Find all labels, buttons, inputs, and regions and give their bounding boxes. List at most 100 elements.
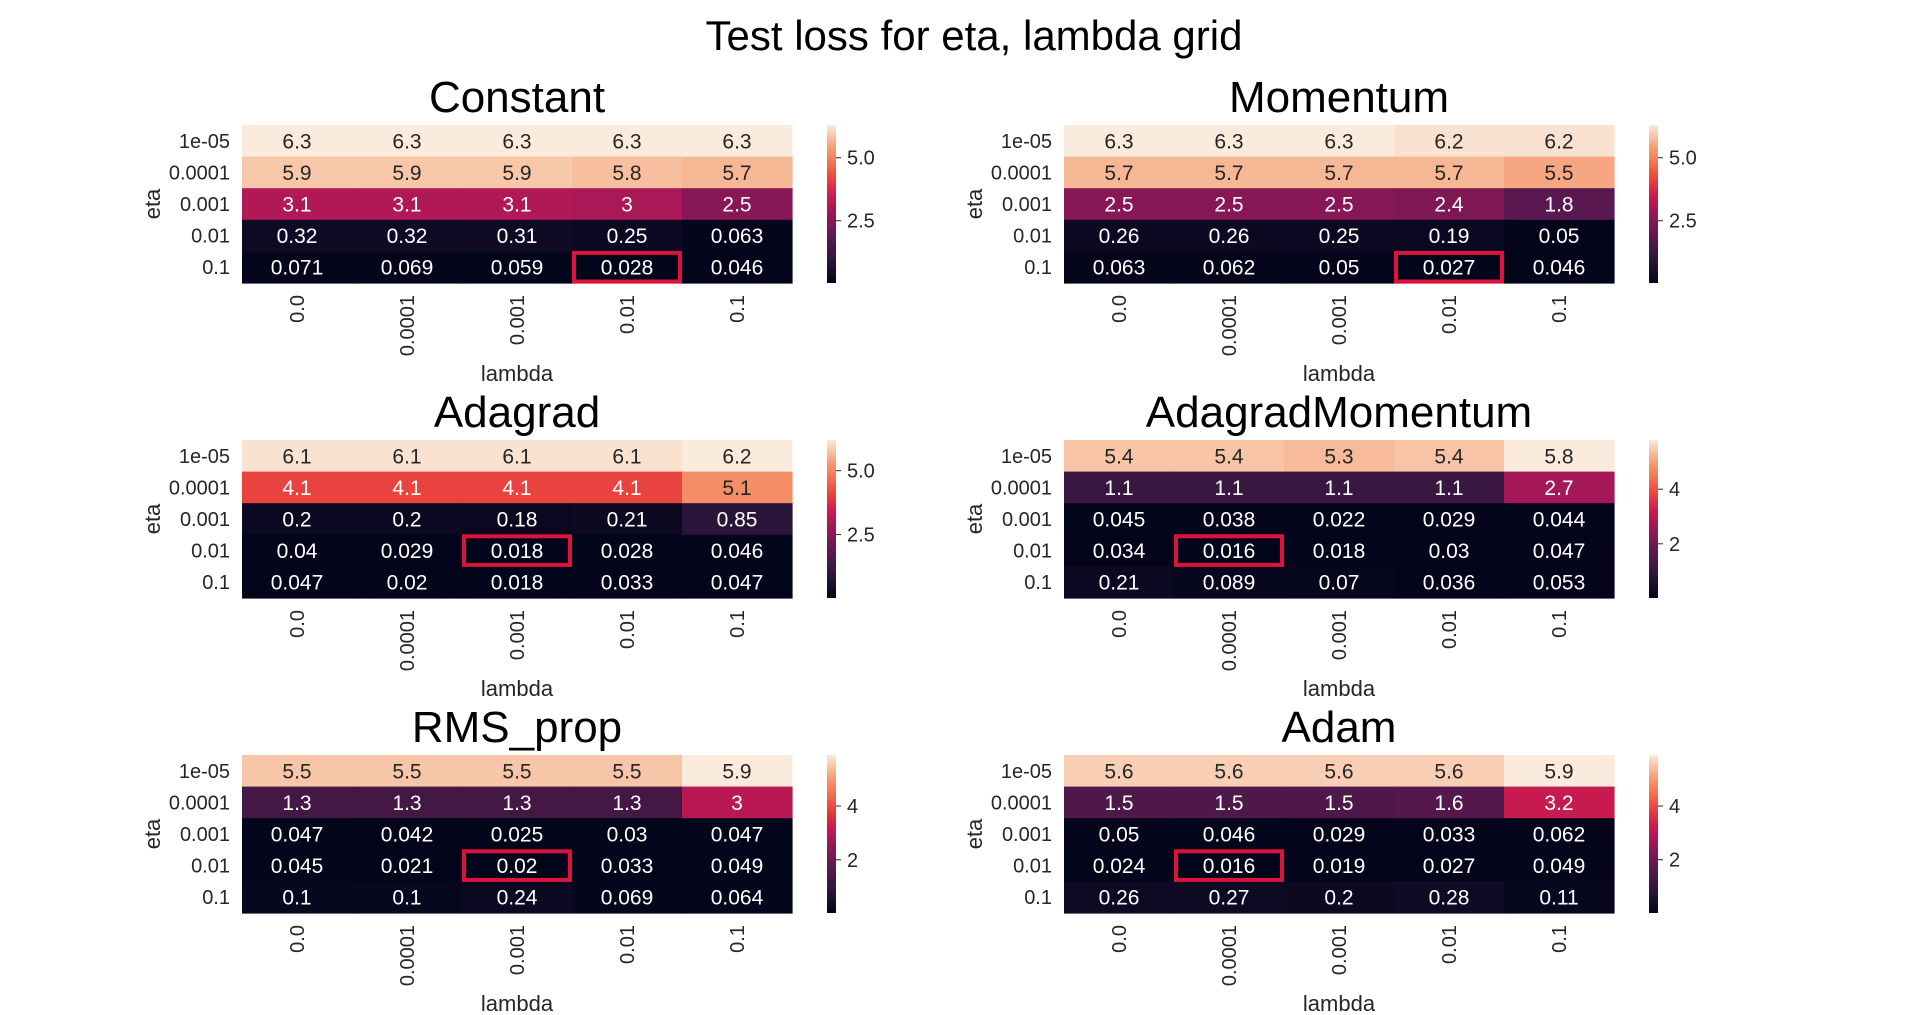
colorbar-tick-label: 4 [847,796,858,818]
y-tick-label: 0.1 [202,257,230,279]
cell-annotation: 1.1 [1324,477,1353,500]
figure-title: Test loss for eta, lambda grid [706,12,1243,59]
heatmap-cell [682,440,793,473]
cell-annotation: 0.022 [1313,509,1366,532]
x-tick-label: 0.0001 [397,610,419,671]
heatmap-cell [1284,440,1395,473]
y-tick-label: 1e-05 [179,761,230,783]
y-tick-label: 0.0001 [991,792,1052,814]
cell-annotation: 0.047 [271,824,324,847]
heatmap-cell [572,125,683,158]
heatmap-cell [352,188,463,221]
heatmap-cell [352,849,463,882]
heatmap-cell [242,881,353,914]
cell-annotation: 6.2 [1544,130,1573,153]
panel-title: AdagradMomentum [1146,388,1532,437]
cell-annotation: 5.5 [392,760,421,783]
cell-annotation: 0.029 [381,540,434,563]
heatmap-cell [242,534,353,567]
heatmap-cell [1394,440,1505,473]
heatmap-cell [462,440,573,473]
cell-annotation: 3.1 [502,194,531,217]
heatmap-cell [1174,566,1285,599]
cell-annotation: 1.5 [1214,792,1243,815]
x-tick-label: 0.01 [1439,295,1461,334]
cell-annotation: 5.6 [1324,760,1353,783]
heatmap-cell [1394,881,1505,914]
heatmap-cell [682,503,793,536]
heatmap-cell [682,251,793,284]
heatmap-cell [242,471,353,504]
x-tick-label: 0.0001 [397,925,419,986]
cell-annotation: 6.3 [392,130,421,153]
cell-annotation: 3.2 [1544,792,1573,815]
cell-annotation: 0.2 [282,509,311,532]
heatmap-cell [1394,125,1505,158]
y-tick-label: 0.01 [1013,541,1052,563]
cell-annotation: 0.089 [1203,572,1256,595]
y-tick-label: 0.001 [180,824,230,846]
heatmap-cell [242,786,353,819]
cell-annotation: 0.02 [497,855,538,878]
cell-annotation: 6.3 [1214,130,1243,153]
cell-annotation: 0.029 [1423,509,1476,532]
cell-annotation: 0.027 [1423,855,1476,878]
colorbar [827,755,836,913]
heatmap-cell [1284,786,1395,819]
heatmap-cell [1174,125,1285,158]
cell-annotation: 0.21 [607,509,648,532]
x-axis-label: lambda [1303,991,1376,1015]
cell-annotation: 6.1 [502,445,531,468]
heatmap-cell [1174,818,1285,851]
cell-annotation: 0.05 [1319,257,1360,280]
colorbar-tick-label: 2 [1669,534,1680,556]
cell-annotation: 6.3 [502,130,531,153]
cell-annotation: 0.027 [1423,257,1476,280]
heatmap-cell [1504,566,1615,599]
cell-annotation: 1.3 [612,792,641,815]
heatmap-cell [242,849,353,882]
heatmap-cell [572,440,683,473]
heatmap-cell [1284,566,1395,599]
heatmap-grid: Constant 6.3 6.3 6.3 6.3 6.3 5.9 5.9 5.9 5.8 5.7 3.… [140,73,1697,1015]
heatmap-cell [572,818,683,851]
heatmap-cell [462,755,573,788]
heatmap-cell [1064,534,1175,567]
cell-annotation: 5.9 [1544,760,1573,783]
cell-annotation: 5.3 [1324,445,1353,468]
heatmap-cell [1284,156,1395,189]
cell-annotation: 0.018 [1313,540,1366,563]
heatmap-cell [1504,156,1615,189]
heatmap-panel: Constant 6.3 6.3 6.3 6.3 6.3 5.9 5.9 5.9 5.8 5.7 3.… [140,73,875,386]
cell-annotation: 1.5 [1324,792,1353,815]
heatmap-cell [242,251,353,284]
y-tick-label: 0.01 [191,541,230,563]
heatmap-cell [1064,440,1175,473]
cell-annotation: 2.5 [1324,194,1353,217]
x-tick-label: 0.0 [1109,295,1131,323]
cell-annotation: 0.045 [271,855,324,878]
cell-annotation: 0.21 [1099,572,1140,595]
heatmap-cell [682,786,793,819]
cell-annotation: 0.049 [711,855,764,878]
heatmap-cell [352,471,463,504]
cell-annotation: 1.3 [282,792,311,815]
cell-annotation: 5.8 [612,162,641,185]
heatmap-cell [1174,440,1285,473]
cell-annotation: 4.1 [282,477,311,500]
cell-annotation: 0.049 [1533,855,1586,878]
heatmap-cell [1504,818,1615,851]
cell-annotation: 0.018 [491,572,544,595]
cell-annotation: 0.042 [381,824,434,847]
heatmap-cell [1064,156,1175,189]
cell-annotation: 1.8 [1544,194,1573,217]
x-tick-label: 0.0001 [397,295,419,356]
cell-annotation: 6.3 [1324,130,1353,153]
cell-annotation: 5.6 [1434,760,1463,783]
cell-annotation: 0.05 [1539,225,1580,248]
cell-annotation: 0.016 [1203,855,1256,878]
heatmap-cell [682,471,793,504]
panel-title: Adam [1282,703,1397,752]
cell-annotation: 5.4 [1434,445,1464,468]
cell-annotation: 4.1 [392,477,421,500]
